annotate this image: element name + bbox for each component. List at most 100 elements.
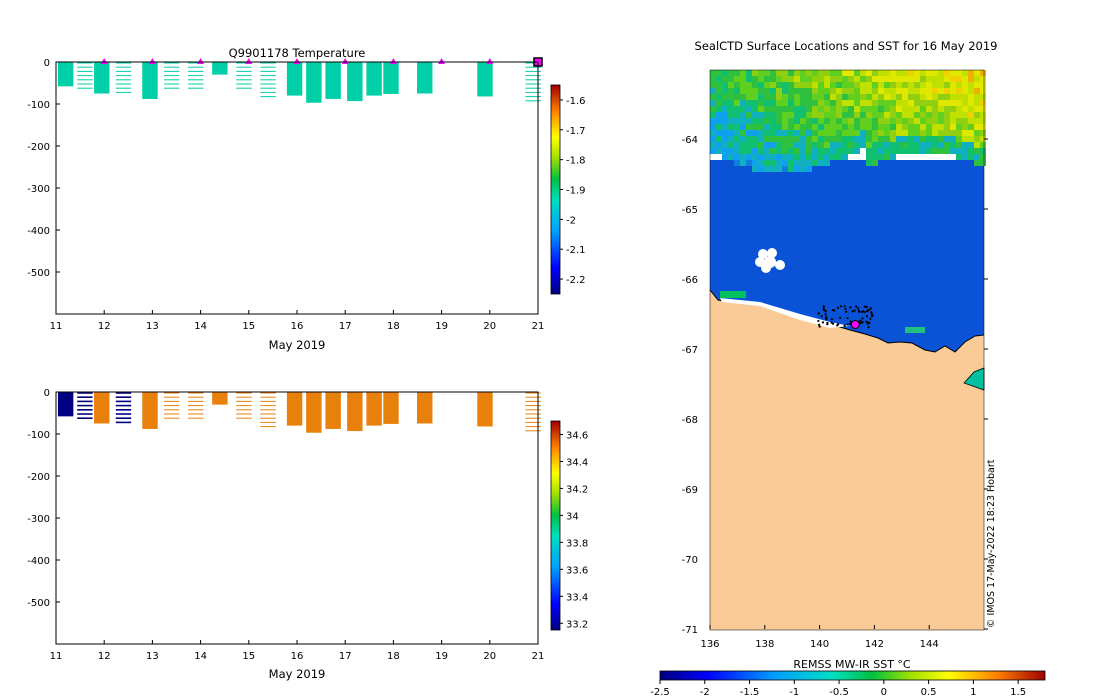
track-point <box>825 318 828 321</box>
sst-cell <box>968 106 974 112</box>
sst-cell <box>932 118 938 124</box>
x-tick-label: 18 <box>387 651 400 662</box>
sst-cell <box>890 118 896 124</box>
sst-cell <box>956 106 962 112</box>
sst-cell <box>932 124 938 130</box>
sst-cell <box>950 124 956 130</box>
temperature-x-ticks: 11 12 13 14 15 16 17 18 19 20 21 <box>50 310 545 332</box>
sst-cell <box>854 142 860 148</box>
temperature-y-ticks: 0 -100 -200 -300 -400 -500 <box>27 58 60 279</box>
sst-cell <box>758 82 764 88</box>
map-data-frame <box>709 69 985 631</box>
sst-cell <box>956 142 962 148</box>
sst-cell <box>938 70 944 76</box>
sst-cell <box>860 88 866 94</box>
sst-cell <box>920 70 926 76</box>
sst-cell <box>902 142 908 148</box>
sst-cell <box>944 112 950 118</box>
sst-cell <box>824 112 830 118</box>
x-tick-label: 11 <box>50 321 63 332</box>
map-y-ticks: -64 -65 -66 -67 -68 -69 -70 -71 <box>682 135 988 636</box>
sst-cell <box>752 148 758 154</box>
sst-cell <box>902 94 908 100</box>
sst-cell <box>908 94 914 100</box>
track-point <box>851 310 854 313</box>
sst-map-panel: SealCTD Surface Locations and SST for 16… <box>650 39 1046 698</box>
track-point <box>865 305 868 309</box>
sst-cell <box>944 82 950 88</box>
sst-cell <box>854 100 860 106</box>
x-tick-label: 17 <box>339 321 352 332</box>
sst-cell <box>824 124 830 130</box>
sst-cell <box>752 124 758 130</box>
sst-cell <box>740 106 746 112</box>
sst-cell <box>968 142 974 148</box>
sst-cell <box>854 130 860 136</box>
sst-cell <box>896 148 902 154</box>
x-tick-label: 21 <box>532 321 545 332</box>
sst-cell <box>968 136 974 142</box>
sst-cell <box>722 94 728 100</box>
sst-cell <box>806 118 812 124</box>
sst-cell <box>914 118 920 124</box>
sst-cell <box>872 100 878 106</box>
sst-cell <box>848 100 854 106</box>
profile-bar <box>325 62 341 99</box>
sst-cell <box>734 148 740 154</box>
track-point <box>861 321 864 324</box>
sst-cell <box>818 112 824 118</box>
sst-cell <box>974 82 980 88</box>
y-tick-label: -500 <box>27 268 50 279</box>
sst-cell <box>752 112 758 118</box>
sst-cell <box>860 124 866 130</box>
sst-cell <box>800 124 806 130</box>
sst-cell <box>896 142 902 148</box>
sst-cell <box>938 124 944 130</box>
sst-cell <box>866 106 872 112</box>
x-tick-label: 14 <box>194 651 207 662</box>
sst-cell <box>926 118 932 124</box>
sst-cell <box>932 148 938 154</box>
sst-cell <box>794 88 800 94</box>
colorbar-tick-label: 34.6 <box>566 430 588 441</box>
sst-cell <box>914 100 920 106</box>
sst-cell <box>758 76 764 82</box>
sst-cell <box>782 166 788 172</box>
sst-colorbar-tick-label: -0.5 <box>829 687 849 698</box>
sst-cell <box>764 76 770 82</box>
sst-cell <box>842 112 848 118</box>
sst-cell <box>776 148 782 154</box>
sst-cell <box>716 112 722 118</box>
sst-cell <box>974 112 980 118</box>
track-point <box>831 322 835 325</box>
sst-cell <box>896 112 902 118</box>
sst-cell <box>776 76 782 82</box>
sst-cell <box>854 136 860 142</box>
sst-cell <box>716 94 722 100</box>
sst-cell <box>812 76 818 82</box>
sst-cell <box>926 124 932 130</box>
track-point <box>818 325 821 328</box>
y-tick-label: 0 <box>44 388 50 399</box>
sst-cell <box>884 112 890 118</box>
sst-cell <box>800 148 806 154</box>
sst-cell <box>860 112 866 118</box>
sst-cell <box>770 88 776 94</box>
sst-cell <box>980 76 986 82</box>
map-y-tick-label: -66 <box>682 275 698 286</box>
sst-cell <box>770 142 776 148</box>
sst-cell <box>878 76 884 82</box>
sst-cell <box>962 88 968 94</box>
x-tick-label: 19 <box>435 651 448 662</box>
sst-cell <box>710 82 716 88</box>
sst-cell <box>824 82 830 88</box>
sst-cell <box>752 88 758 94</box>
sst-cell <box>812 148 818 154</box>
sst-cell <box>770 148 776 154</box>
track-point <box>826 323 829 326</box>
sst-cell <box>740 82 746 88</box>
sst-cell <box>728 124 734 130</box>
sst-cell <box>968 118 974 124</box>
sst-cell <box>872 112 878 118</box>
sst-cell <box>788 106 794 112</box>
